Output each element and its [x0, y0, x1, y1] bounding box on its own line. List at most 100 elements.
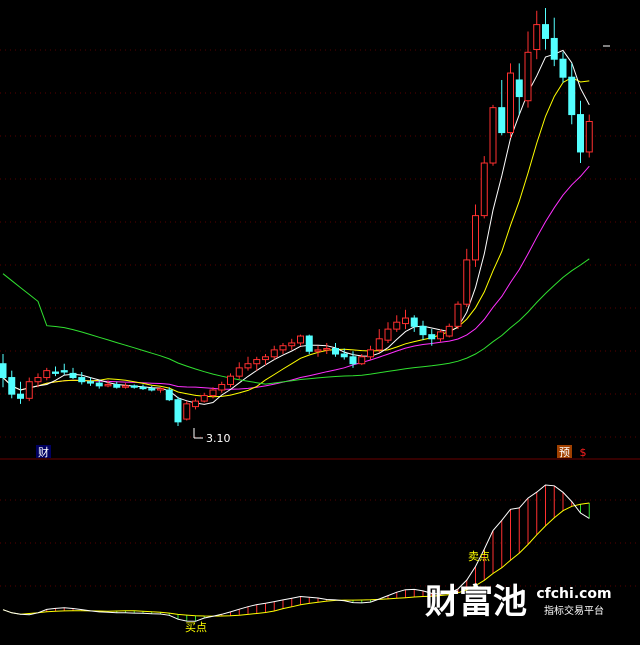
candle-52 [454, 301, 462, 330]
candle-29 [253, 356, 261, 371]
candle-23 [200, 392, 208, 403]
candle-64 [559, 52, 567, 83]
candle-body [367, 349, 374, 358]
low-price-label: 3.10 [206, 432, 231, 445]
candle-body [0, 363, 7, 379]
candle-body [25, 381, 33, 399]
candle-42 [367, 345, 374, 360]
candle-body [454, 303, 462, 327]
candle-body [174, 399, 182, 423]
candle-7 [60, 363, 68, 375]
candle-body [323, 347, 331, 351]
candle-50 [437, 329, 444, 342]
candle-33 [288, 338, 296, 350]
candle-body [235, 367, 243, 377]
candle-body [270, 349, 278, 358]
candle-body [305, 335, 313, 352]
candle-58 [507, 63, 514, 139]
candle-19 [165, 387, 173, 402]
candle-body [43, 370, 51, 379]
candle-body [533, 24, 541, 51]
candle-body [148, 388, 156, 391]
candle-46 [402, 309, 409, 330]
candle-26 [227, 373, 234, 388]
candle-body [218, 383, 226, 391]
watermark-brand: 财富池 [425, 582, 527, 622]
candle-body [550, 37, 558, 60]
candle-0 [0, 354, 7, 388]
candle-41 [358, 354, 366, 366]
candle-8 [69, 367, 77, 379]
candle-60 [524, 31, 532, 108]
candle-body [78, 377, 86, 383]
candle-body [200, 395, 208, 402]
moving-average-lines [2, 49, 590, 405]
candle-body [472, 215, 479, 261]
watermark-domain: cfchi.com [536, 586, 611, 602]
candle-53 [463, 248, 471, 307]
candle-67 [585, 114, 593, 158]
candle-3 [25, 377, 33, 402]
candle-56 [489, 104, 497, 166]
candle-body [8, 377, 16, 395]
ma60-line [2, 258, 590, 385]
candle-15 [130, 384, 138, 389]
candle-body [559, 58, 567, 78]
candle-body [463, 259, 471, 305]
candle-body [87, 381, 94, 384]
candle-body [192, 400, 199, 408]
candle-body [437, 331, 444, 340]
candle-55 [480, 156, 488, 219]
marker-dollar: $ [580, 446, 587, 459]
sell-point-label: 卖点 [468, 550, 490, 563]
candle-body [384, 328, 392, 341]
candle-12 [104, 380, 112, 388]
candle-body [402, 317, 409, 325]
candle-17 [148, 385, 156, 392]
ma20-line [2, 165, 590, 391]
candle-body [227, 375, 234, 385]
candle-59 [515, 63, 523, 115]
candle-body [585, 120, 593, 153]
candle-body [480, 162, 488, 217]
candle-36 [314, 345, 322, 357]
candle-54 [472, 204, 479, 267]
indicator-slow-line [2, 502, 590, 617]
candle-14 [122, 383, 129, 389]
candle-body [393, 321, 401, 330]
candle-9 [78, 372, 86, 385]
candle-45 [393, 315, 401, 332]
candle-body [568, 76, 576, 116]
candle-65 [568, 63, 576, 125]
candle-body [358, 356, 366, 365]
candle-body [297, 335, 304, 344]
candle-13 [113, 381, 121, 389]
candle-61 [533, 10, 541, 60]
watermark: 财富池 cfchi.com 指标交易平台 [425, 582, 612, 622]
candle-body [262, 356, 269, 361]
candle-body [34, 377, 42, 383]
candle-body [577, 114, 584, 153]
candle-body [288, 342, 296, 347]
candle-22 [192, 398, 199, 410]
candle-5 [43, 367, 51, 381]
candle-body [340, 353, 348, 358]
low-price-annotation: 3.10 [193, 428, 231, 445]
candle-body [60, 370, 68, 373]
candle-body [498, 107, 506, 134]
candle-57 [498, 79, 506, 136]
candle-body [17, 393, 24, 399]
candle-body [52, 371, 59, 374]
watermark-tagline: 指标交易平台 [544, 604, 604, 617]
marker-yu: 预 [557, 445, 572, 459]
candle-18 [157, 387, 164, 393]
candle-63 [550, 17, 558, 67]
candle-body [428, 334, 436, 340]
candle-16 [139, 384, 147, 391]
candle-40 [349, 351, 357, 368]
candle-body [314, 349, 322, 352]
candle-49 [428, 329, 436, 346]
buy-point-label: 买点 [185, 621, 207, 634]
candle-35 [305, 334, 313, 355]
